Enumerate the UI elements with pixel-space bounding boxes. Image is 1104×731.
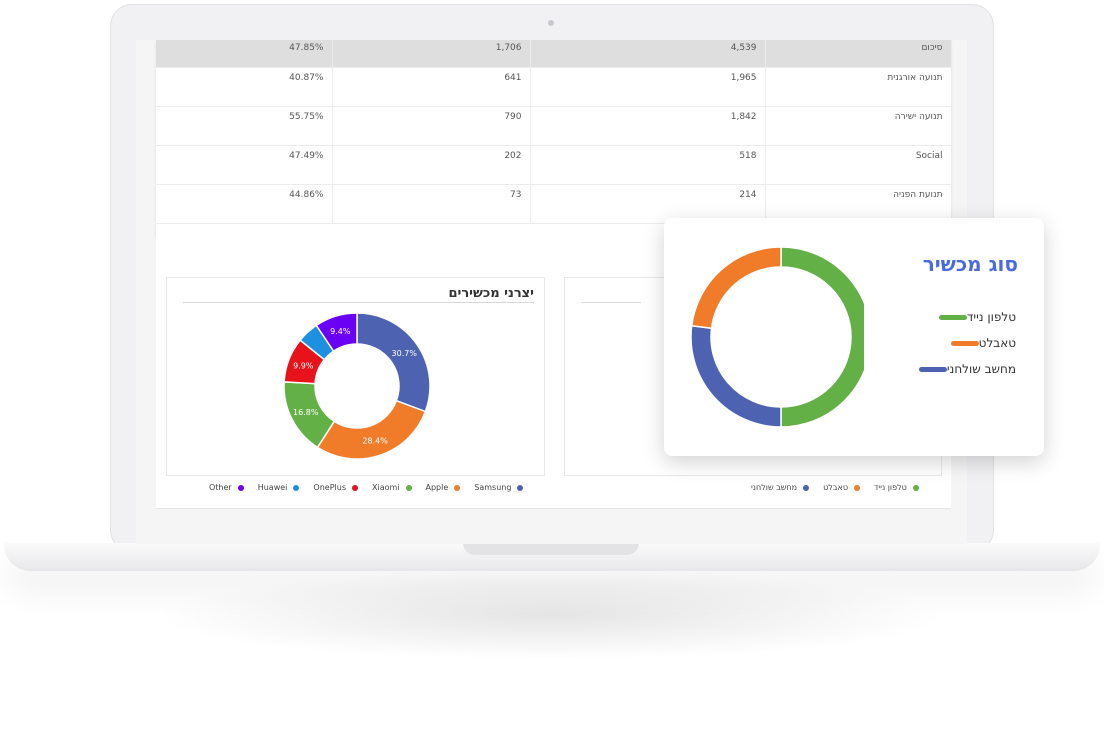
legend-dot — [405, 484, 412, 491]
traffic-table: 47.85% 1,706 4,539 סיכום 40.87% 641 1,965 תנועה… — [156, 40, 952, 224]
table-cell: Social — [765, 145, 952, 185]
legend-dot — [517, 484, 524, 491]
table-cell: 790 — [332, 106, 531, 146]
table-row: 47.49% 202 518 Social — [156, 145, 952, 185]
legend-item[interactable]: Samsung — [474, 483, 524, 492]
legend-label: Other — [209, 483, 232, 492]
legend-item[interactable]: Huawei — [258, 483, 300, 492]
legend-label: מחשב שולחני — [751, 483, 798, 492]
table-cell: 44.86% — [156, 184, 333, 224]
table-cell: 47.49% — [156, 145, 333, 185]
legend-item[interactable]: Other — [209, 483, 244, 492]
donut-slice[interactable] — [690, 324, 782, 428]
legend-dot — [854, 484, 861, 491]
device-legend-swatch — [950, 340, 979, 346]
table-row: 44.86% 73 214 תנועת הפניה — [156, 184, 952, 224]
laptop-camera — [548, 20, 554, 26]
donut-slice[interactable] — [690, 246, 782, 330]
device-legend-label: מחשב שולחני — [946, 362, 1016, 376]
device-legend-label: טאבלט — [978, 336, 1016, 350]
device-type-card-legend: טלפון נייד טאבלט מחשב שולחני — [903, 304, 1016, 382]
manufacturers-donut: 30.7% 28.4% 16.8% 9.9% 9.4% — [283, 312, 431, 460]
legend-dot — [912, 484, 919, 491]
table-row: 55.75% 790 1,842 תנועה ישירה — [156, 106, 952, 146]
manufacturers-panel: יצרני מכשירים 30.7% 28.4% 16.8% 9.9% 9.4% — [166, 277, 545, 476]
slice-label: 9.4% — [330, 327, 351, 336]
manufacturers-legend: Other Huawei OnePlus Xiaomi Apple Samsung — [209, 483, 537, 492]
table-cell: 55.75% — [156, 106, 333, 146]
legend-item[interactable]: מחשב שולחני — [751, 483, 810, 492]
table-cell: 4,539 — [530, 40, 766, 68]
legend-dot — [351, 484, 358, 491]
legend-dot — [454, 484, 461, 491]
table-cell: תנועה אורגנית — [765, 67, 952, 107]
table-cell: 518 — [530, 145, 766, 185]
device-type-donut — [690, 246, 864, 428]
legend-dot — [293, 484, 300, 491]
device-legend-item[interactable]: טאבלט — [903, 330, 1016, 356]
table-cell: 641 — [332, 67, 531, 107]
device-legend-label: טלפון נייד — [966, 310, 1016, 324]
legend-label: Huawei — [257, 483, 288, 492]
table-cell: 1,965 — [530, 67, 766, 107]
device-type-card: סוג מכשיר טלפון נייד טאבלט מחשב שולחני — [664, 218, 1044, 456]
table-row: 40.87% 641 1,965 תנועה אורגנית — [156, 67, 952, 107]
device-legend-swatch — [918, 366, 947, 372]
device-legend-item[interactable]: מחשב שולחני — [903, 356, 1016, 382]
legend-item[interactable]: טאבלט — [823, 483, 861, 492]
legend-dot — [237, 484, 244, 491]
table-summary-row: 47.85% 1,706 4,539 סיכום — [156, 40, 952, 68]
legend-label: Apple — [425, 483, 449, 492]
donut-slice[interactable] — [316, 399, 427, 460]
legend-label: טאבלט — [823, 483, 849, 492]
slice-label: 9.9% — [293, 361, 314, 370]
table-cell: 47.85% — [156, 40, 333, 68]
device-legend-swatch — [938, 314, 967, 320]
traffic-table-card: 47.85% 1,706 4,539 סיכום 40.87% 641 1,965 תנועה… — [156, 40, 952, 236]
laptop-shadow — [150, 570, 950, 660]
legend-item[interactable]: Apple — [426, 483, 461, 492]
table-cell: 73 — [332, 184, 531, 224]
laptop-notch — [463, 543, 639, 555]
table-cell: 40.87% — [156, 67, 333, 107]
manufacturers-title: יצרני מכשירים — [448, 286, 534, 301]
panel-rule — [581, 302, 641, 303]
device-legend-item[interactable]: טלפון נייד — [903, 304, 1016, 330]
legend-label: Samsung — [474, 483, 512, 492]
legend-dot — [803, 484, 810, 491]
donut-slice[interactable] — [356, 312, 431, 413]
slice-label: 30.7% — [392, 349, 418, 358]
table-cell: 1,706 — [332, 40, 531, 68]
donut-slice[interactable] — [780, 246, 864, 428]
legend-item[interactable]: טלפון נייד — [874, 483, 919, 492]
legend-item[interactable]: OnePlus — [313, 483, 358, 492]
legend-item[interactable]: Xiaomi — [372, 483, 412, 492]
legend-label: OnePlus — [313, 483, 346, 492]
legend-label: טלפון נייד — [874, 483, 907, 492]
panel-rule — [183, 302, 534, 303]
table-cell: 214 — [530, 184, 766, 224]
table-cell: 202 — [332, 145, 531, 185]
table-cell: 1,842 — [530, 106, 766, 146]
slice-label: 16.8% — [293, 408, 319, 417]
slice-label: 28.4% — [362, 437, 388, 446]
legend-label: Xiaomi — [371, 483, 400, 492]
table-cell: תנועה ישירה — [765, 106, 952, 146]
table-cell: סיכום — [765, 40, 952, 68]
device-type-legend: מחשב שולחני טאבלט טלפון נייד — [751, 483, 933, 492]
donut-slice[interactable] — [315, 312, 358, 353]
device-type-title: סוג מכשיר — [922, 252, 1018, 276]
